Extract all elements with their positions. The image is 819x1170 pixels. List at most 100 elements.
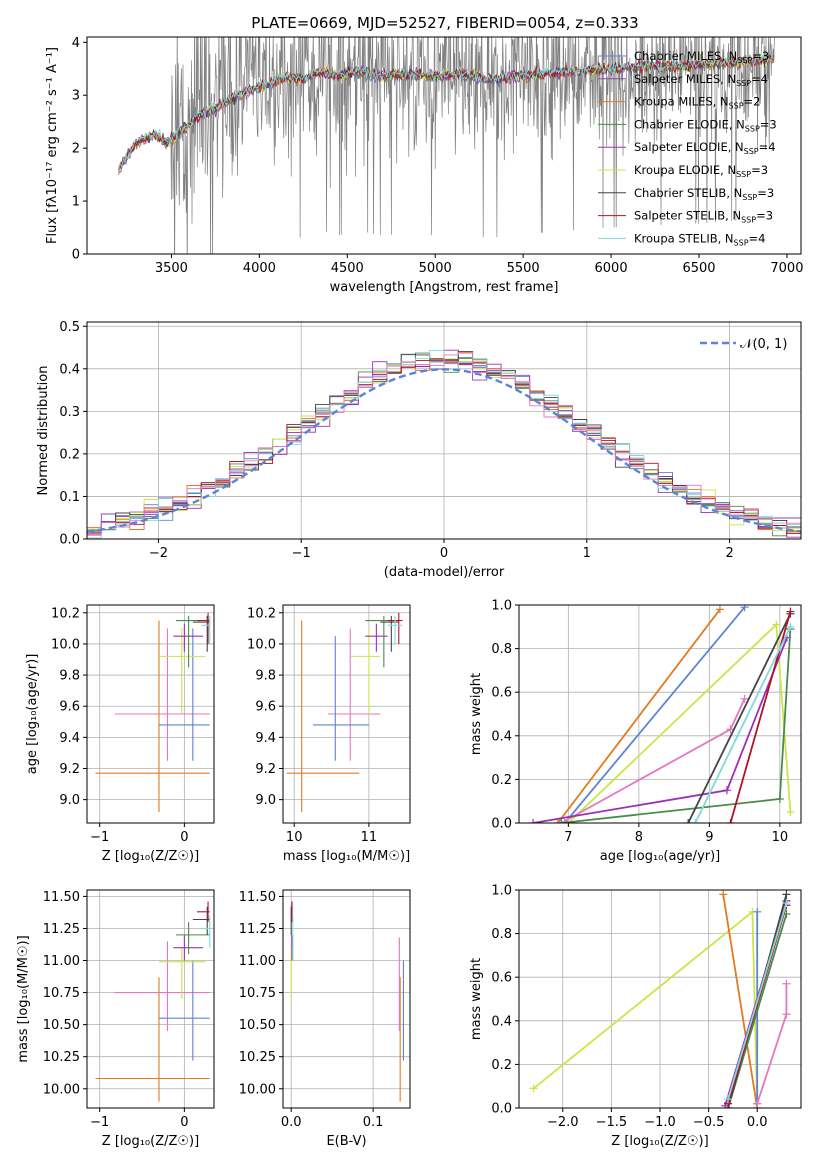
- legend-label: Salpeter ELODIE, NSSP=4: [634, 140, 776, 156]
- axes-frame: [86, 889, 215, 1109]
- weight-line: [694, 626, 792, 823]
- y-tick-label: 11.25: [43, 922, 80, 937]
- y-tick-label: 9.6: [59, 700, 80, 715]
- weight-marker: [782, 890, 791, 899]
- weight-marker: [740, 694, 749, 703]
- x-tick-label: 10: [772, 830, 789, 845]
- y-tick-label: 10.50: [239, 1018, 276, 1033]
- weight-line: [532, 637, 788, 823]
- weight-marker: [724, 1095, 733, 1104]
- figure-title: PLATE=0669, MJD=52527, FIBERID=0054, z=0…: [251, 14, 638, 32]
- y-axis-label: mass weight: [469, 958, 484, 1040]
- y-tick-label: 10.2: [51, 606, 80, 621]
- weight-marker: [775, 795, 784, 804]
- x-tick-label: −2: [149, 546, 168, 561]
- y-tick-label: 10.00: [239, 1082, 276, 1097]
- x-tick-label: 6500: [682, 261, 715, 276]
- legend-label: 𝒩(0, 1): [740, 337, 787, 352]
- y-tick-label: 11.00: [239, 954, 276, 969]
- panel-residuals: −2 −1 0 1 2 0.0 0.1 0.2 0.3 0.4 0.5 (data-model)/er…: [36, 320, 802, 580]
- weight-marker: [722, 786, 731, 795]
- x-axis-label: wavelength [Angstrom, rest frame]: [330, 280, 559, 295]
- y-tick-label: 10.0: [247, 637, 276, 652]
- x-tick-label: 4500: [331, 261, 364, 276]
- y-tick-label: 0.1: [59, 490, 80, 505]
- legend-label: Kroupa STELIB, NSSP=4: [634, 231, 765, 247]
- y-tick-label: 3: [72, 89, 80, 104]
- y-tick-label: 9.2: [255, 762, 276, 777]
- legend-label: Chabrier ELODIE, NSSP=3: [634, 117, 777, 133]
- x-tick-label: 11: [361, 830, 378, 845]
- y-tick-label: 1.0: [491, 884, 512, 899]
- legend-label: Salpeter STELIB, NSSP=3: [634, 209, 773, 225]
- panel-age_vs_mass: 10 11 9.0 9.2 9.4 9.6 9.8 10.0 10.2 mass [log₁₀(M…: [247, 604, 411, 864]
- y-tick-label: 9.6: [255, 700, 276, 715]
- weight-marker: [553, 819, 562, 823]
- x-tick-label: −1: [292, 546, 311, 561]
- weight-marker: [786, 622, 795, 631]
- legend-label: Chabrier MILES, NSSP=3: [634, 49, 769, 65]
- x-axis-label: Z [log₁₀(Z/Z☉)]: [102, 1134, 199, 1149]
- x-tick-label: 10: [286, 830, 303, 845]
- x-tick-label: 7000: [770, 261, 803, 276]
- x-tick-label: 0.0: [281, 1115, 302, 1130]
- y-tick-label: 0.0: [491, 817, 512, 832]
- y-tick-label: 9.0: [59, 793, 80, 808]
- weight-line: [727, 902, 788, 1100]
- plot-area: [290, 901, 404, 1102]
- panel-mass_weight_vs_age: 7 8 9 10 0.0 0.2 0.4 0.6 0.8 1.0 age [log₁₀(age/yr…: [469, 599, 802, 864]
- y-axis-label: mass weight: [469, 673, 484, 755]
- y-tick-label: 0.4: [491, 1014, 512, 1029]
- axes-frame: [518, 604, 802, 824]
- y-axis-label: mass [log₁₀(M/M☉)]: [16, 935, 31, 1062]
- x-axis-label: Z [log₁₀(Z/Z☉)]: [611, 1134, 708, 1149]
- legend-label: Chabrier STELIB, NSSP=3: [634, 186, 774, 202]
- axes-frame: [86, 321, 802, 540]
- x-tick-label: −1.5: [596, 1115, 628, 1130]
- weight-line: [561, 628, 792, 823]
- x-tick-label: 2: [725, 546, 733, 561]
- x-tick-label: −1: [90, 1115, 109, 1130]
- y-tick-label: 10.50: [43, 1018, 80, 1033]
- weight-marker: [753, 1099, 762, 1108]
- weight-marker: [786, 808, 795, 817]
- y-tick-label: 10.75: [239, 986, 276, 1001]
- x-axis-label: age [log₁₀(age/yr)]: [600, 849, 721, 864]
- plot-area: [95, 612, 211, 813]
- x-tick-label: 1: [583, 546, 591, 561]
- x-axis-label: Z [log₁₀(Z/Z☉)]: [102, 849, 199, 864]
- weight-line: [756, 983, 788, 1104]
- legend-label: Kroupa MILES, NSSP=2: [634, 95, 760, 111]
- y-tick-label: 9.4: [59, 731, 80, 746]
- plot-area: [529, 890, 791, 1108]
- y-axis-label: Normed distribution: [36, 366, 51, 496]
- x-axis-label: mass [log₁₀(M/M☉)]: [283, 849, 410, 864]
- y-tick-label: 0.5: [59, 320, 80, 335]
- x-tick-label: 0: [180, 830, 188, 845]
- x-tick-label: 0.0: [747, 1115, 768, 1130]
- y-tick-label: 9.2: [59, 762, 80, 777]
- model-spectrum-line: [118, 54, 775, 168]
- weight-marker: [529, 1084, 538, 1093]
- axes-frame: [282, 604, 411, 824]
- y-tick-label: 0.2: [59, 447, 80, 462]
- weight-marker: [740, 605, 749, 612]
- weight-marker: [684, 819, 693, 823]
- y-tick-label: 1: [72, 195, 80, 210]
- y-tick-label: 1.0: [491, 599, 512, 614]
- y-tick-label: 0.8: [491, 642, 512, 657]
- y-tick-label: 10.25: [239, 1050, 276, 1065]
- y-tick-label: 9.8: [255, 669, 276, 684]
- weight-marker: [529, 819, 538, 823]
- axes-frame: [86, 36, 802, 255]
- panel-age_vs_Z: −1 0 9.0 9.2 9.4 9.6 9.8 10.0 10.2 Z [log₁₀(Z/Z☉)…: [25, 604, 215, 864]
- y-tick-label: 0.4: [59, 362, 80, 377]
- plot-area: [286, 612, 403, 813]
- x-tick-label: 8: [635, 830, 643, 845]
- weight-line: [557, 608, 721, 823]
- axes-frame: [518, 889, 802, 1109]
- normal-curve: [87, 368, 801, 533]
- x-tick-label: −1.0: [644, 1115, 676, 1130]
- plot-area: [95, 901, 211, 1102]
